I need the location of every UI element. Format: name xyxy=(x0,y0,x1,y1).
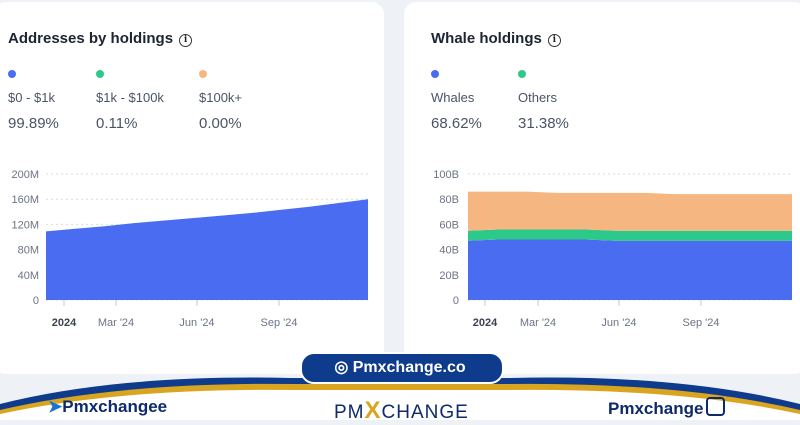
legend-percent: 68.62% xyxy=(431,115,482,132)
x-tick-label: Sep '24 xyxy=(683,317,720,329)
legend-dot xyxy=(8,70,16,78)
legend-item: Whales 68.62% xyxy=(431,70,482,132)
telegram-icon: ➤ xyxy=(48,397,63,416)
brand-logo: PMXCHANGE xyxy=(334,397,469,425)
logo-right: CHANGE xyxy=(381,402,469,423)
addresses-chart: 0 40M 80M 120M 160M 200M 2024 Mar '24 Jun '24 Sep… xyxy=(11,169,368,329)
x-tick-label: Jun '24 xyxy=(601,317,636,329)
area-series xyxy=(468,191,792,231)
legend-label: Others xyxy=(518,90,558,105)
legend-percent: 0.00% xyxy=(199,115,242,132)
logo-left: PM xyxy=(334,402,365,423)
legend-item: $1k - $100k 0.11% xyxy=(96,70,164,132)
legend-dot xyxy=(431,70,439,78)
area-series xyxy=(468,239,792,300)
whale-title-row: Whale holdings i xyxy=(431,30,561,47)
x-tick-label: 2024 xyxy=(473,317,498,329)
x-tick-label: Jun '24 xyxy=(179,317,214,329)
x-tick-label: Sep '24 xyxy=(261,317,298,329)
legend-percent: 31.38% xyxy=(518,115,569,132)
x-tick-label: Mar '24 xyxy=(98,317,134,329)
addresses-card: Addresses by holdings i $0 - $1k 99.89% $… xyxy=(0,2,384,374)
y-tick-label: 60B xyxy=(439,219,459,231)
x-tick-label: 2024 xyxy=(52,317,77,329)
legend-percent: 99.89% xyxy=(8,115,59,132)
instagram-icon xyxy=(706,397,726,416)
info-icon[interactable]: i xyxy=(547,34,561,47)
y-tick-label: 160M xyxy=(11,194,39,206)
site-link[interactable]: ◎ Pmxchange.co xyxy=(300,357,500,377)
legend-item: Others 31.38% xyxy=(518,70,569,132)
card-title: Addresses by holdings xyxy=(8,30,174,47)
telegram-label: Pmxchangee xyxy=(62,397,168,416)
area-series xyxy=(468,229,792,241)
legend-dot xyxy=(518,70,526,78)
logo-x-icon: X xyxy=(364,397,382,424)
legend-dot xyxy=(199,70,207,78)
legend-label: $1k - $100k xyxy=(96,90,164,105)
legend-percent: 0.11% xyxy=(96,115,138,132)
y-tick-label: 120M xyxy=(11,219,39,231)
site-pill xyxy=(300,352,504,384)
y-tick-label: 40B xyxy=(439,245,459,257)
x-tick-label: Mar '24 xyxy=(520,317,556,329)
instagram-handle[interactable]: Pmxchange xyxy=(608,397,726,419)
y-tick-label: 0 xyxy=(33,295,39,307)
banner-background xyxy=(0,377,800,420)
y-tick-label: 40M xyxy=(18,270,39,282)
legend-label: $0 - $1k xyxy=(8,90,55,105)
y-tick-label: 80B xyxy=(439,194,459,206)
y-tick-label: 100B xyxy=(433,169,459,181)
info-icon[interactable]: i xyxy=(179,34,193,47)
area-series xyxy=(46,199,368,300)
globe-icon: ◎ xyxy=(334,359,349,376)
site-label: Pmxchange.co xyxy=(352,359,466,376)
addresses-title-row: Addresses by holdings i xyxy=(8,30,193,47)
y-tick-label: 20B xyxy=(439,270,459,282)
y-tick-label: 0 xyxy=(453,295,459,307)
legend-item: $0 - $1k 99.89% xyxy=(8,70,59,132)
y-tick-label: 80M xyxy=(18,245,39,257)
legend-label: $100k+ xyxy=(199,90,243,105)
whale-card: Whale holdings i Whales 68.62% Others 31.… xyxy=(404,2,800,374)
legend-label: Whales xyxy=(431,90,475,105)
instagram-label: Pmxchange xyxy=(608,399,704,418)
y-tick-label: 200M xyxy=(11,169,39,181)
whale-chart: 0 20B 40B 60B 80B 100B 2024 Mar '24 Jun '24 Sep '… xyxy=(433,169,792,329)
legend-item: $100k+ 0.00% xyxy=(199,70,242,132)
legend-dot xyxy=(96,70,104,78)
card-title: Whale holdings xyxy=(431,30,542,47)
telegram-handle[interactable]: ➤Pmxchangee xyxy=(48,397,167,417)
